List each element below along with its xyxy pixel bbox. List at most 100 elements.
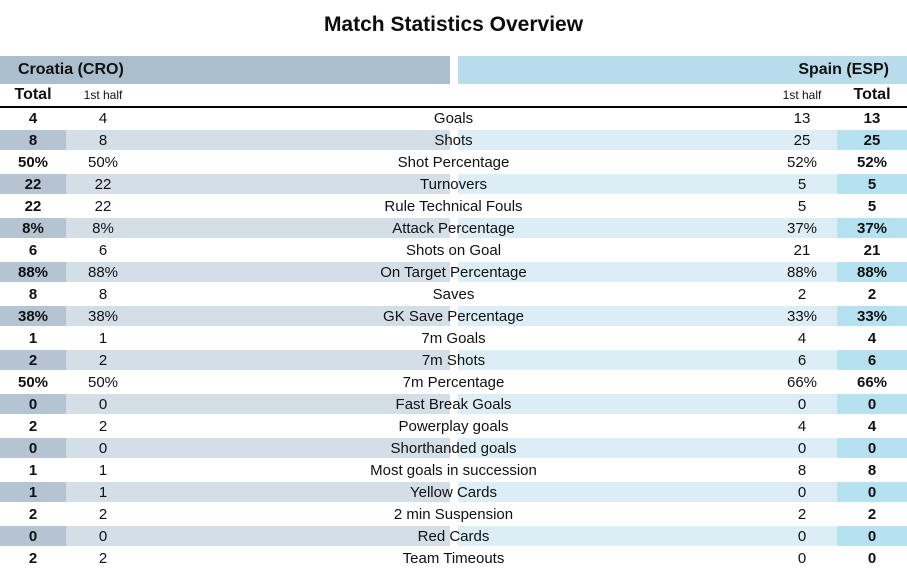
home-first-half-value: 50% <box>87 373 119 391</box>
away-total-value: 88% <box>837 262 907 282</box>
away-row-half: 2 2 <box>458 504 907 524</box>
away-first-half-value: 13 <box>793 109 811 127</box>
home-first-half-value: 50% <box>87 153 119 171</box>
home-total-value: 8 <box>0 130 66 150</box>
home-total-value: 0 <box>0 438 66 458</box>
away-row-half: 88% 88% <box>457 262 907 282</box>
home-first-half-value: 0 <box>98 395 108 413</box>
home-first-half-value: 8 <box>98 131 108 149</box>
away-first-half-value: 5 <box>797 175 807 193</box>
away-first-half-value: 52% <box>786 153 818 171</box>
away-team-name: Spain (ESP) <box>798 61 889 78</box>
home-row-half: 0 0 <box>0 438 450 458</box>
home-row-half: 50% 50% <box>0 152 450 172</box>
away-total-value: 2 <box>867 505 877 523</box>
home-first-half-value: 22 <box>94 197 112 215</box>
away-team-header: Spain (ESP) <box>457 56 907 84</box>
home-first-half-value: 1 <box>98 461 108 479</box>
away-total-value: 4 <box>867 329 877 347</box>
away-total-value: 8 <box>867 461 877 479</box>
stat-row: 0 0 0 0 Shorthanded goals <box>0 438 907 460</box>
away-first-half-value: 0 <box>797 549 807 567</box>
away-row-half: 4 4 <box>458 328 907 348</box>
home-total-value: 0 <box>0 394 66 414</box>
home-row-half: 2 2 <box>0 416 450 436</box>
stat-row: 2 2 4 4 Powerplay goals <box>0 416 907 438</box>
stat-row: 2 2 0 0 Team Timeouts <box>0 548 907 570</box>
home-total-value: 2 <box>28 417 38 435</box>
away-total-value: 4 <box>867 417 877 435</box>
away-total-value: 5 <box>837 174 907 194</box>
home-first-half-value: 8% <box>92 219 114 237</box>
stat-row: 22 22 5 5 Rule Technical Fouls <box>0 196 907 218</box>
home-first-half-value: 6 <box>98 241 108 259</box>
away-row-half: 0 0 <box>457 438 907 458</box>
home-total-value: 0 <box>0 526 66 546</box>
home-row-half: 1 1 <box>0 482 450 502</box>
away-total-value: 0 <box>837 438 907 458</box>
away-first-half-value: 0 <box>797 395 807 413</box>
away-first-half-column-header: 1st half <box>782 88 822 102</box>
away-row-half: 8 8 <box>458 460 907 480</box>
home-total-value: 50% <box>17 153 49 171</box>
home-team-header: Croatia (CRO) <box>0 56 450 84</box>
stat-row: 8 8 25 25 Shots <box>0 130 907 152</box>
away-total-value: 0 <box>837 482 907 502</box>
away-total-value: 6 <box>837 350 907 370</box>
home-row-half: 2 2 <box>0 548 450 568</box>
stat-row: 1 1 8 8 Most goals in succession <box>0 460 907 482</box>
home-row-half: 4 4 <box>0 108 450 128</box>
stat-row: 50% 50% 66% 66% 7m Percentage <box>0 372 907 394</box>
stat-row: 38% 38% 33% 33% GK Save Percentage <box>0 306 907 328</box>
away-first-half-value: 6 <box>797 351 807 369</box>
away-total-value: 52% <box>856 153 888 171</box>
home-total-value: 1 <box>28 461 38 479</box>
home-first-half-value: 1 <box>98 483 108 501</box>
away-first-half-value: 2 <box>797 285 807 303</box>
away-first-half-value: 21 <box>793 241 811 259</box>
home-row-half: 8 8 <box>0 130 450 150</box>
away-row-half: 2 2 <box>458 284 907 304</box>
home-row-half: 8 8 <box>0 284 450 304</box>
away-row-half: 0 0 <box>457 394 907 414</box>
home-first-half-value: 22 <box>94 175 112 193</box>
home-row-half: 38% 38% <box>0 306 450 326</box>
away-row-half: 0 0 <box>457 526 907 546</box>
home-total-value: 1 <box>0 482 66 502</box>
home-row-half: 0 0 <box>0 526 450 546</box>
home-first-half-value: 2 <box>98 417 108 435</box>
home-total-value: 50% <box>17 373 49 391</box>
home-total-value: 22 <box>24 197 42 215</box>
home-total-value: 38% <box>0 306 66 326</box>
home-first-half-column-header: 1st half <box>83 88 123 102</box>
away-total-value: 2 <box>867 285 877 303</box>
away-row-half: 25 25 <box>457 130 907 150</box>
away-first-half-value: 0 <box>797 439 807 457</box>
stat-row: 6 6 21 21 Shots on Goal <box>0 240 907 262</box>
home-first-half-value: 2 <box>98 505 108 523</box>
home-column-headers: Total 1st half <box>0 84 450 106</box>
home-total-value: 6 <box>28 241 38 259</box>
home-total-value: 8% <box>0 218 66 238</box>
stat-row: 0 0 0 0 Red Cards <box>0 526 907 548</box>
away-total-value: 0 <box>837 394 907 414</box>
away-row-half: 66% 66% <box>458 372 907 392</box>
away-row-half: 6 6 <box>457 350 907 370</box>
away-first-half-value: 0 <box>797 483 807 501</box>
away-first-half-value: 8 <box>797 461 807 479</box>
stat-row: 8 8 2 2 Saves <box>0 284 907 306</box>
home-first-half-value: 8 <box>98 285 108 303</box>
team-header-bands: Croatia (CRO) Spain (ESP) <box>0 56 907 84</box>
away-total-column-header: Total <box>853 86 891 103</box>
home-team-name: Croatia (CRO) <box>18 61 124 78</box>
home-first-half-value: 4 <box>98 109 108 127</box>
away-column-headers: 1st half Total <box>458 84 907 106</box>
home-first-half-value: 1 <box>98 329 108 347</box>
home-total-value: 4 <box>28 109 38 127</box>
page-title: Match Statistics Overview <box>323 13 584 36</box>
stat-row: 22 22 5 5 Turnovers <box>0 174 907 196</box>
away-total-value: 33% <box>837 306 907 326</box>
home-total-value: 2 <box>28 549 38 567</box>
away-first-half-value: 4 <box>797 417 807 435</box>
home-total-value: 8 <box>28 285 38 303</box>
